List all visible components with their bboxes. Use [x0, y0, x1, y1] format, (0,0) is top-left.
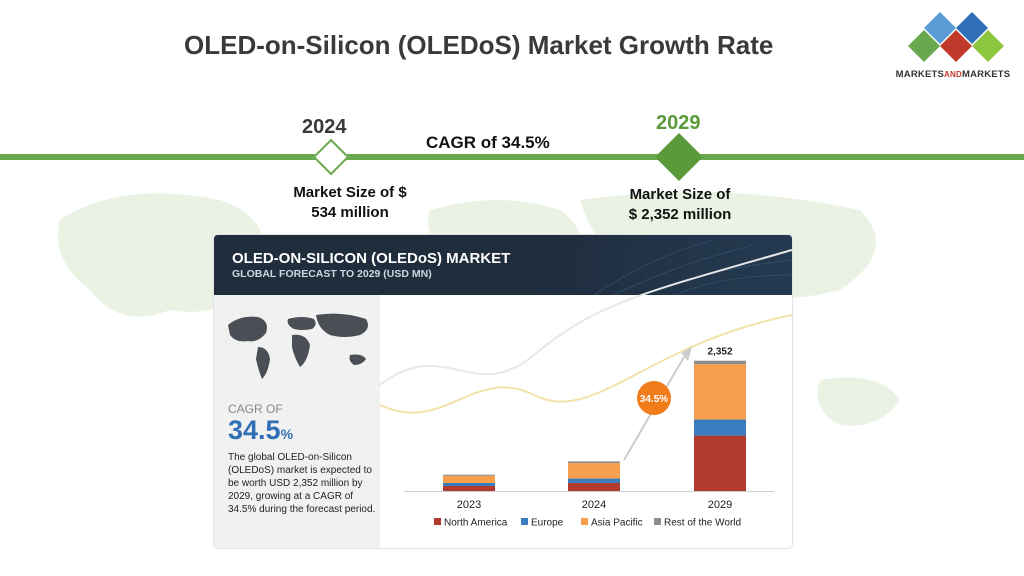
logo-text-and: AND — [944, 70, 962, 79]
cagr-big-value: 34.5% — [228, 415, 293, 446]
market-size-end-line1: Market Size of — [629, 186, 731, 203]
bar-segment-2029-asia-pacific — [694, 364, 746, 420]
legend-label: Rest of the World — [664, 518, 741, 529]
decorative-swoosh — [379, 249, 792, 386]
legend-swatch — [521, 518, 528, 525]
decorative-swoosh — [379, 314, 792, 414]
logo-text-b: MARKETS — [961, 69, 1011, 80]
timeline-cagr-label: CAGR of 34.5% — [426, 133, 550, 152]
x-tick-label: 2029 — [708, 499, 732, 511]
bar-segment-2029-europe — [694, 419, 746, 436]
legend-swatch — [654, 518, 661, 525]
timeline-year-end: 2029 — [656, 112, 701, 134]
cagr-big-number: 34.5 — [228, 415, 281, 445]
market-infographic: OLED-ON-SILICON (OLEDoS) MARKET GLOBAL F… — [214, 235, 792, 548]
page-title: OLED-on-Silicon (OLEDoS) Market Growth R… — [184, 30, 774, 60]
marketsandmarkets-logo — [908, 12, 1004, 62]
cagr-bubble — [637, 381, 671, 415]
bar-segment-2023-europe — [443, 482, 495, 487]
market-size-start-line1: Market Size of $ — [293, 184, 407, 201]
cagr-bubble-label: 34.5% — [640, 394, 668, 405]
legend-label: Europe — [531, 518, 564, 529]
cagr-small-label: CAGR OF — [228, 402, 283, 416]
market-forecast-chart: 2023 2024 2029 2,352 34.5% North America Europ… — [379, 249, 792, 529]
timeline-year-start: 2024 — [302, 116, 347, 138]
bar-segment-2029-rest-of-the-world — [694, 360, 746, 365]
bar-segment-2024-rest-of-the-world — [568, 461, 620, 464]
x-tick-label: 2023 — [457, 499, 481, 511]
world-map-icon — [228, 313, 368, 379]
infographic-title: OLED-ON-SILICON (OLEDoS) MARKET — [232, 250, 511, 267]
legend-swatch — [581, 518, 588, 525]
legend-swatch — [434, 518, 441, 525]
logo-text-a: MARKETS — [895, 69, 945, 80]
legend-label: North America — [444, 518, 508, 529]
timeline-bar — [0, 154, 1024, 160]
market-size-start: Market Size of $ 534 million — [270, 183, 430, 223]
infographic-description: The global OLED-on-Silicon (OLEDoS) mark… — [228, 452, 376, 515]
logo-wordmark: MARKETSANDMARKETS — [886, 69, 1020, 80]
infographic-subtitle: GLOBAL FORECAST TO 2029 (USD MN) — [232, 268, 432, 280]
bar-segment-2024-europe — [568, 478, 620, 483]
legend-label: Asia Pacific — [591, 518, 643, 529]
growth-arrowhead — [681, 347, 692, 361]
infographic-left-panel: CAGR OF 34.5% The global OLED-on-Silicon… — [214, 295, 380, 548]
data-label-2029: 2,352 — [707, 347, 732, 358]
market-size-start-line2: 534 million — [311, 204, 389, 221]
bar-segment-2024-north-america — [568, 482, 620, 491]
market-size-end: Market Size of $ 2,352 million — [610, 185, 750, 225]
bar-segment-2023-north-america — [443, 486, 495, 491]
cagr-big-unit: % — [280, 426, 294, 442]
bar-segment-2024-asia-pacific — [568, 463, 620, 479]
market-size-end-line2: $ 2,352 million — [628, 206, 732, 223]
infographic-header: OLED-ON-SILICON (OLEDoS) MARKET GLOBAL F… — [214, 235, 792, 295]
bar-segment-2029-north-america — [694, 435, 746, 491]
bar-segment-2023-asia-pacific — [443, 475, 495, 483]
x-tick-label: 2024 — [582, 499, 606, 511]
bar-segment-2023-rest-of-the-world — [443, 474, 495, 476]
